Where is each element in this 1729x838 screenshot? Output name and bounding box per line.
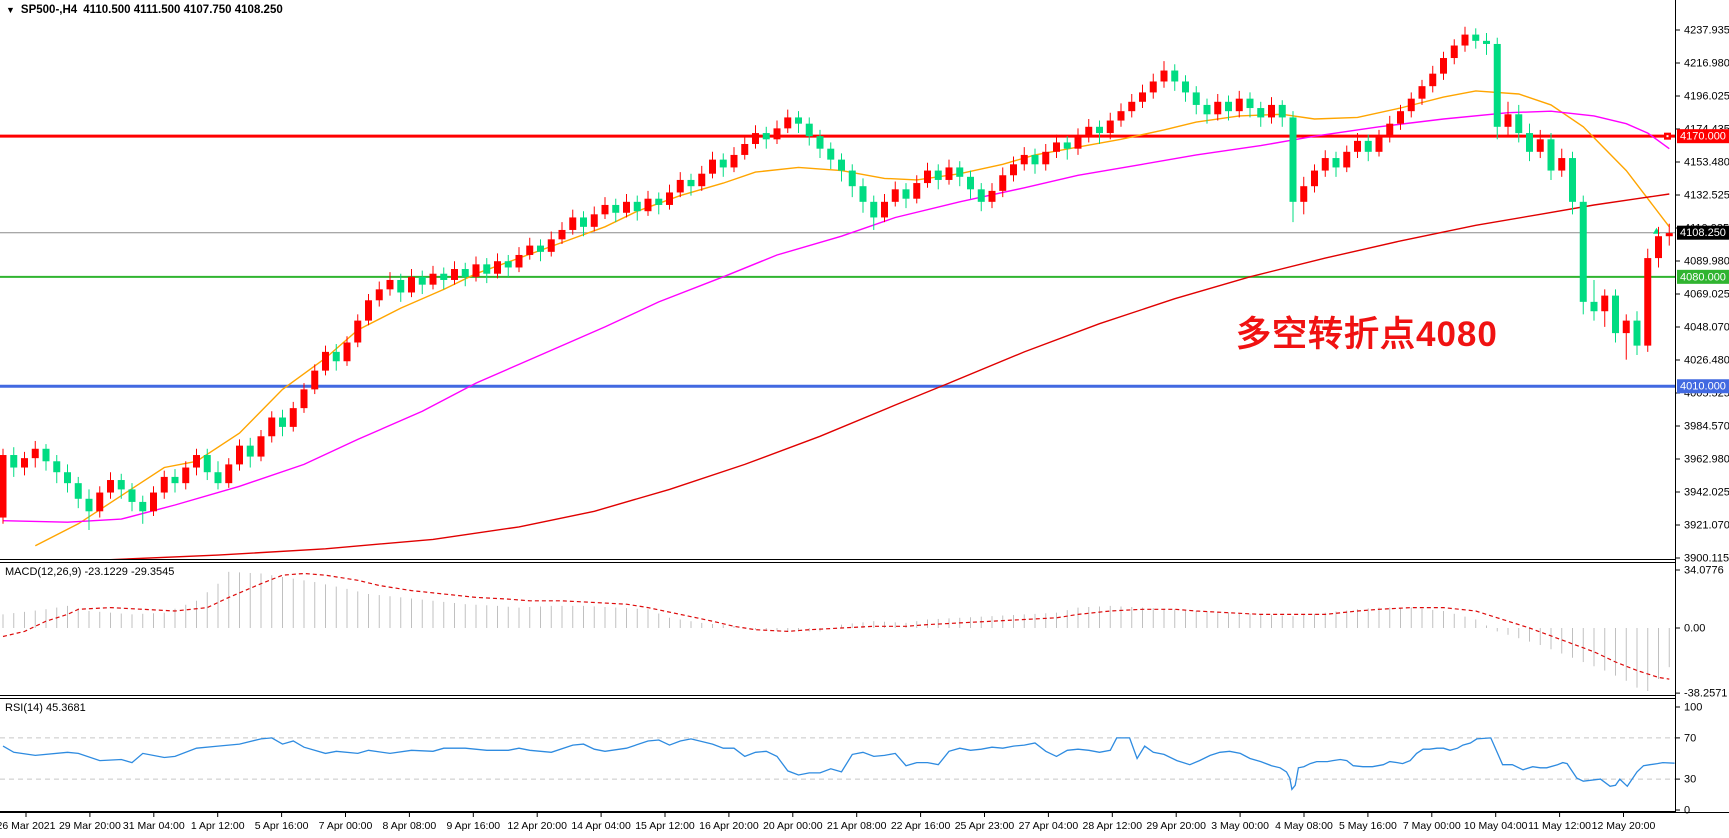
price-level-badge xyxy=(1677,269,1729,284)
time-tick-label: 26 Mar 2021 xyxy=(0,820,56,832)
macd-signal-line xyxy=(2,572,1670,680)
chart-header: ▼ SP500-,H4 4110.500 4111.500 4107.750 4… xyxy=(6,4,283,16)
time-tick-label: 25 Apr 23:00 xyxy=(955,820,1015,832)
current-price-badge xyxy=(1677,225,1729,240)
time-tick-label: 22 Apr 16:00 xyxy=(891,820,951,832)
rsi-tick-label: 30 xyxy=(1684,774,1696,786)
time-tick-label: 3 May 00:00 xyxy=(1211,820,1269,832)
macd-tick-label: -38.2571 xyxy=(1684,688,1727,700)
time-tick-label: 29 Mar 20:00 xyxy=(59,820,121,832)
price-tick-label: 3984.570 xyxy=(1684,420,1729,432)
price-tick-label: 4048.070 xyxy=(1684,321,1729,333)
macd-indicator-label: MACD(12,26,9) -23.1229 -29.3545 xyxy=(5,566,175,578)
time-tick-label: 5 Apr 16:00 xyxy=(255,820,309,832)
macd-tick-label: 0.00 xyxy=(1684,622,1705,634)
time-tick-label: 21 Apr 08:00 xyxy=(827,820,887,832)
price-tick-label: 4216.980 xyxy=(1684,57,1729,69)
main-price-pane[interactable] xyxy=(0,26,1675,565)
pane-borders xyxy=(0,0,1729,813)
time-tick-label: 10 May 04:00 xyxy=(1464,820,1528,832)
rsi-tick-label: 70 xyxy=(1684,732,1696,744)
macd-pane[interactable] xyxy=(2,571,1670,691)
time-tick-label: 28 Apr 12:00 xyxy=(1083,820,1143,832)
price-tick-label: 4089.980 xyxy=(1684,255,1729,267)
price-badges: 4170.000 4080.000 4010.000 4108.250 xyxy=(1677,129,1729,394)
time-tick-label: 5 May 16:00 xyxy=(1339,820,1397,832)
symbol-dropdown-icon[interactable]: ▼ xyxy=(6,5,15,15)
time-axis[interactable]: 26 Mar 2021 29 Mar 20:00 31 Mar 04:00 1 Apr… xyxy=(0,813,1655,832)
rsi-tick-label: 100 xyxy=(1684,701,1702,713)
time-tick-label: 27 Apr 04:00 xyxy=(1019,820,1079,832)
rsi-tick-label: 0 xyxy=(1684,804,1690,816)
current-price-badge-text: 4108.250 xyxy=(1680,227,1726,239)
chart-annotation-text[interactable]: 多空转折点4080 xyxy=(1236,315,1498,354)
macd-tick-label: 34.0776 xyxy=(1684,564,1724,576)
time-tick-label: 8 Apr 08:00 xyxy=(383,820,437,832)
rsi-pane[interactable] xyxy=(0,737,1675,791)
time-tick-label: 29 Apr 20:00 xyxy=(1146,820,1206,832)
ma-fast-orange xyxy=(34,90,1670,547)
time-tick-label: 7 Apr 00:00 xyxy=(319,820,373,832)
time-tick-label: 14 Apr 04:00 xyxy=(571,820,631,832)
time-tick-label: 1 Apr 12:00 xyxy=(191,820,245,832)
time-tick-label: 4 May 08:00 xyxy=(1275,820,1333,832)
time-tick-label: 9 Apr 16:00 xyxy=(446,820,500,832)
ohlc-readout: 4110.500 4111.500 4107.750 4108.250 xyxy=(83,4,283,16)
price-level-badge-text: 4010.000 xyxy=(1680,381,1726,393)
horizontal-level-lines[interactable] xyxy=(0,132,1675,388)
price-tick-label: 4132.525 xyxy=(1684,189,1729,201)
price-tick-label: 3942.025 xyxy=(1684,486,1729,498)
symbol-timeframe-label: SP500-,H4 xyxy=(20,4,78,16)
candlesticks xyxy=(0,26,1673,531)
time-tick-label: 7 May 00:00 xyxy=(1403,820,1461,832)
price-tick-label: 3921.070 xyxy=(1684,519,1729,531)
time-tick-label: 31 Mar 04:00 xyxy=(123,820,185,832)
price-tick-label: 4196.025 xyxy=(1684,90,1729,102)
time-tick-label: 15 Apr 12:00 xyxy=(635,820,695,832)
time-tick-label: 12 May 20:00 xyxy=(1592,820,1656,832)
rsi-indicator-label: RSI(14) 45.3681 xyxy=(5,702,86,714)
price-tick-label: 4153.480 xyxy=(1684,156,1729,168)
time-tick-label: 20 Apr 00:00 xyxy=(763,820,823,832)
time-tick-label: 12 Apr 20:00 xyxy=(507,820,567,832)
price-tick-label: 3962.980 xyxy=(1684,453,1729,465)
price-level-badge-text: 4080.000 xyxy=(1680,271,1726,283)
rsi-line xyxy=(2,737,1675,791)
ma-slow-red xyxy=(110,193,1670,559)
price-tick-label: 4069.025 xyxy=(1684,288,1729,300)
price-level-badge xyxy=(1677,129,1729,144)
time-tick-label: 11 May 12:00 xyxy=(1528,820,1591,832)
price-tick-label: 3900.115 xyxy=(1684,552,1729,564)
price-tick-label: 4237.935 xyxy=(1684,24,1729,36)
time-tick-label: 16 Apr 20:00 xyxy=(699,820,759,832)
price-tick-label: 4026.480 xyxy=(1684,354,1729,366)
price-axis[interactable]: 4237.9354216.9804196.0254174.4354153.480… xyxy=(1676,24,1729,816)
price-level-badge xyxy=(1677,379,1729,394)
price-level-badge-text: 4170.000 xyxy=(1680,131,1726,143)
